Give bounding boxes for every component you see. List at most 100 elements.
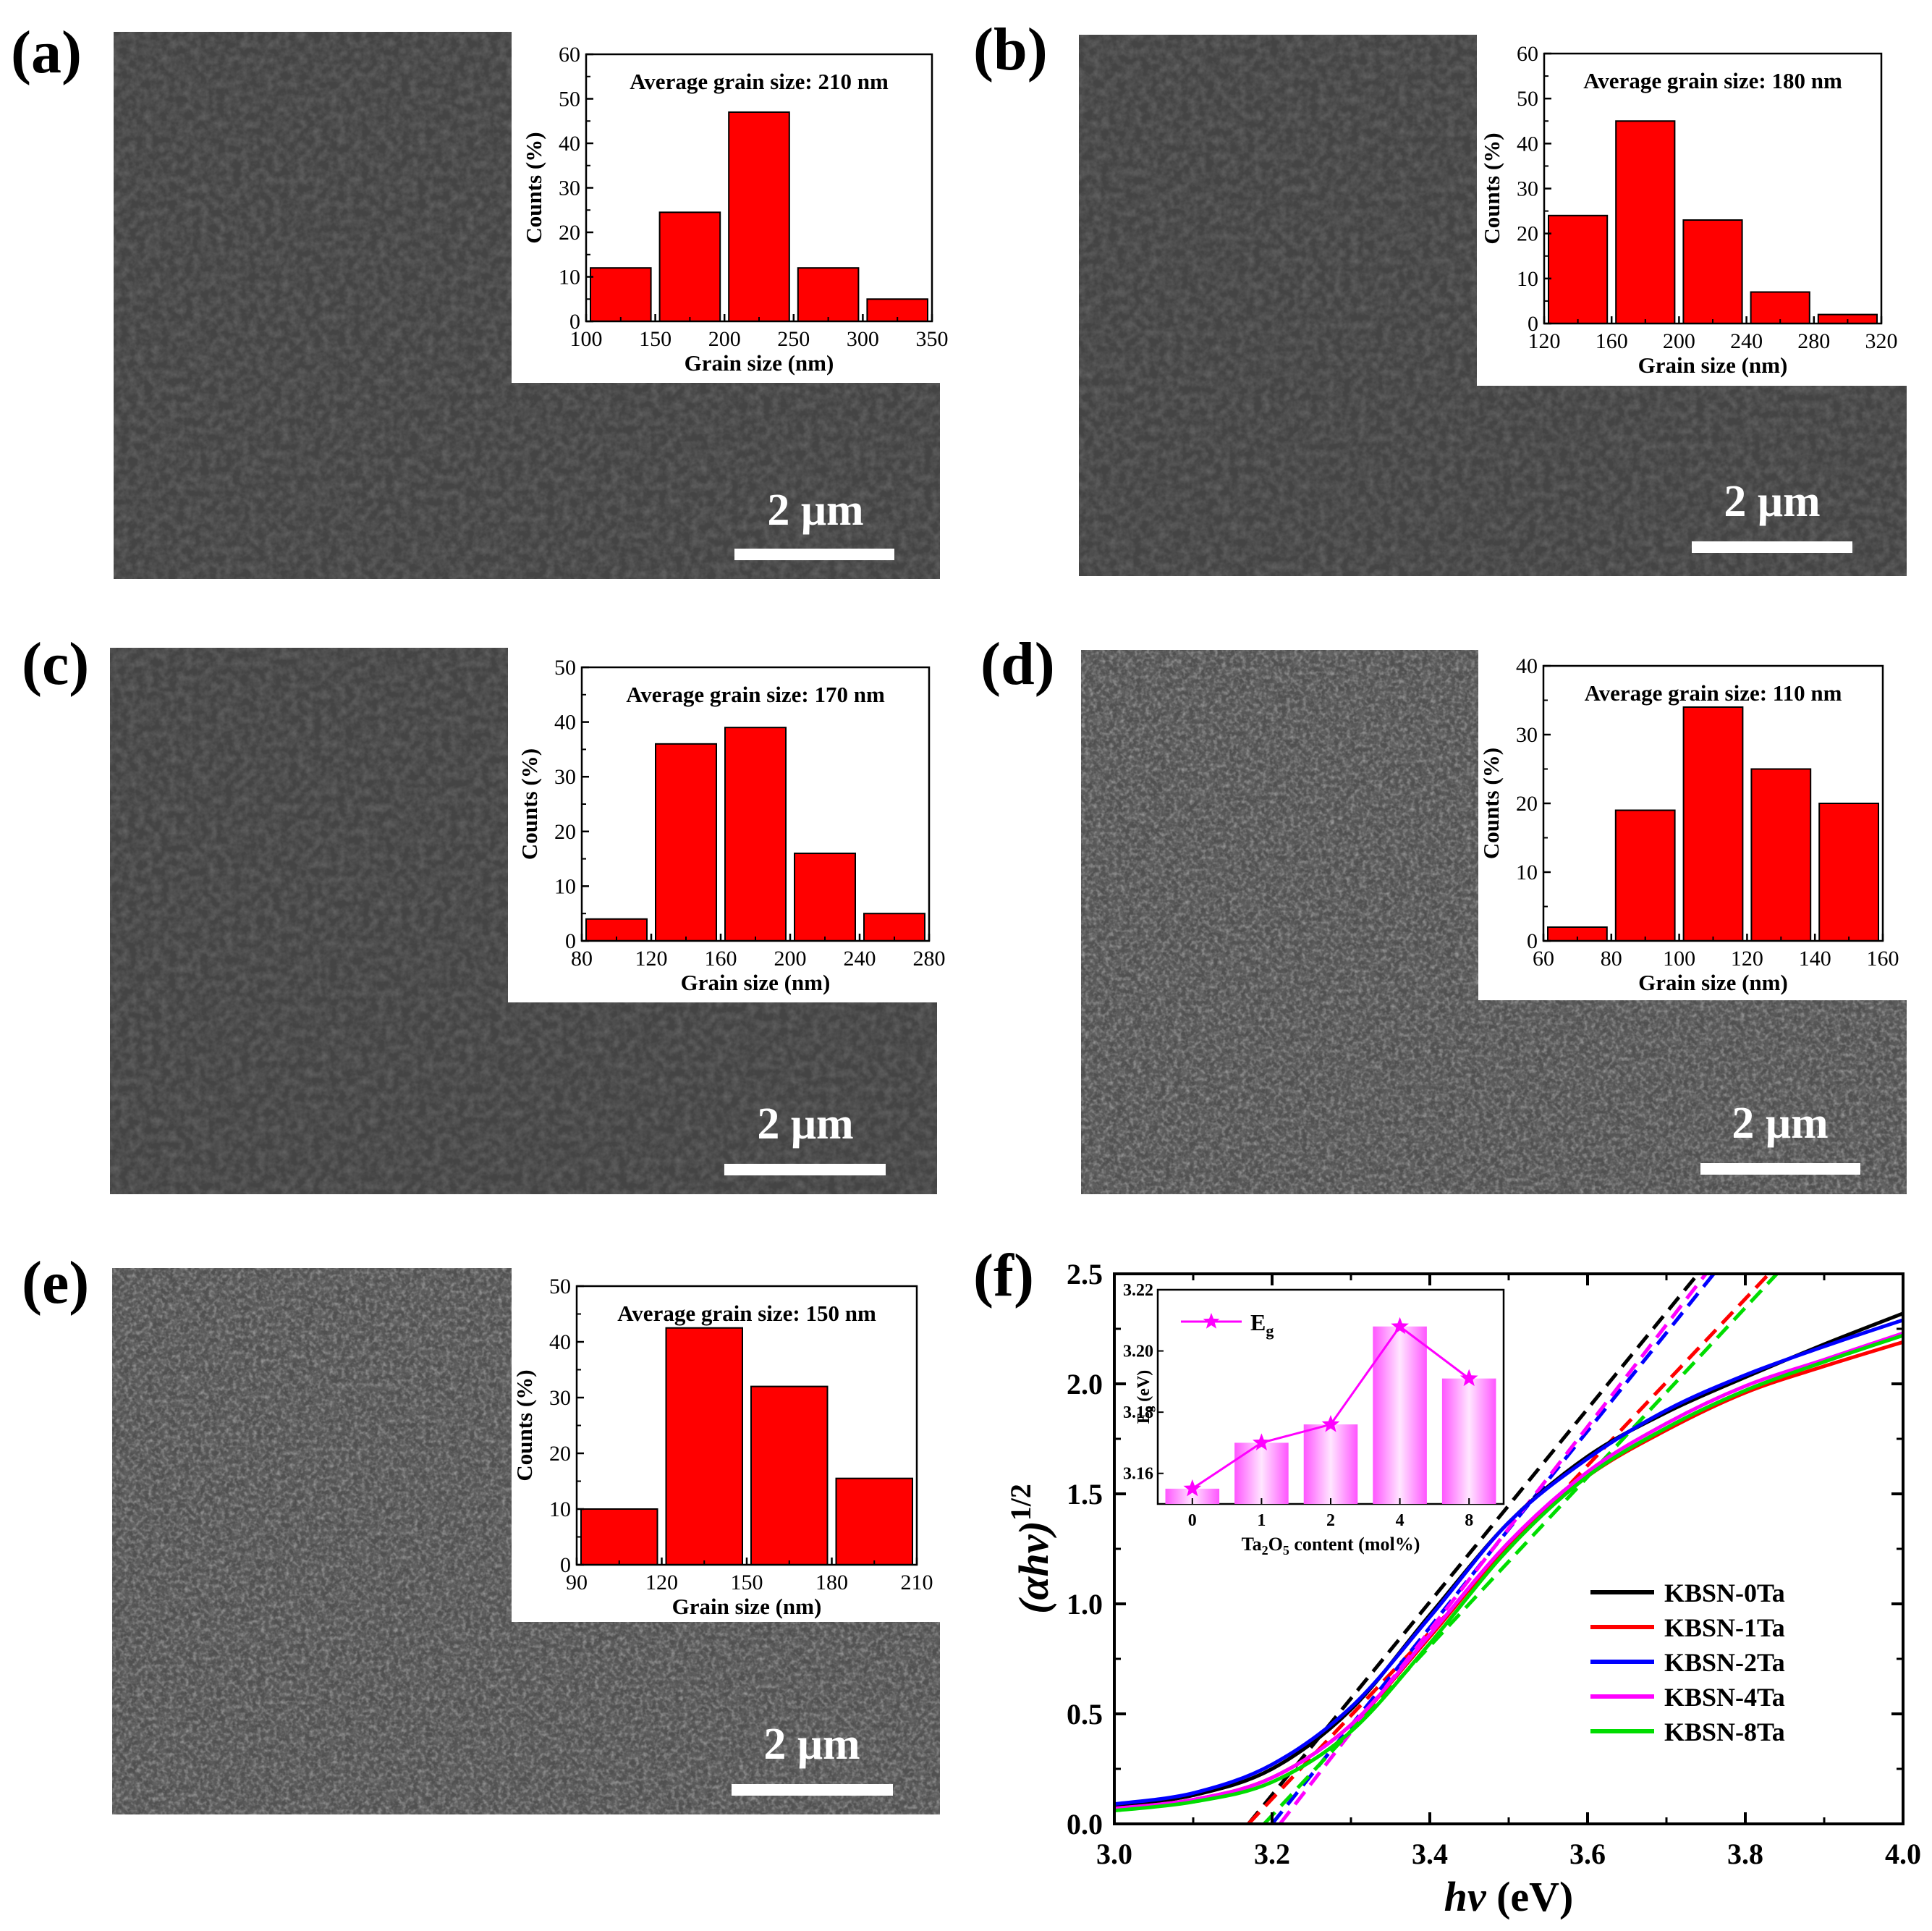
y-tick-label-d: 10 bbox=[1516, 861, 1538, 884]
y-tick-label-d: 40 bbox=[1516, 654, 1538, 678]
histogram-bar-d bbox=[1818, 803, 1879, 942]
scale-bar-label-d: 2 μm bbox=[1732, 1099, 1828, 1148]
x-tick-label-d: 60 bbox=[1533, 947, 1554, 971]
y-tick-label-f: 1.0 bbox=[1067, 1588, 1103, 1621]
inset-y-tick-label: 3.18 bbox=[1123, 1403, 1153, 1422]
y-tick-label-a: 30 bbox=[559, 177, 580, 200]
inset-y-tick-label: 3.22 bbox=[1123, 1281, 1153, 1300]
legend-label-kbsn-8ta: KBSN-8Ta bbox=[1664, 1717, 1785, 1746]
x-tick-label-c: 160 bbox=[705, 947, 737, 971]
x-tick-label-f: 3.0 bbox=[1096, 1838, 1132, 1870]
x-axis-label-b: Grain size (nm) bbox=[1638, 352, 1788, 378]
tangent-line-kbsn-4ta bbox=[1278, 1274, 1708, 1824]
histogram-bar-e bbox=[835, 1477, 913, 1566]
histogram-bar-a bbox=[590, 267, 652, 323]
x-tick-label-b: 280 bbox=[1797, 329, 1830, 353]
absorption-curve-kbsn-2ta bbox=[1114, 1318, 1903, 1807]
histogram-bar-b bbox=[1615, 120, 1676, 324]
x-tick-label-e: 150 bbox=[731, 1571, 763, 1594]
tangent-line-kbsn-0ta bbox=[1247, 1274, 1700, 1824]
y-tick-label-e: 40 bbox=[549, 1330, 571, 1354]
histogram-bar-d bbox=[1750, 768, 1812, 942]
y-tick-label-e: 50 bbox=[549, 1275, 571, 1298]
x-tick-label-a: 350 bbox=[916, 327, 949, 351]
x-tick-label-d: 140 bbox=[1799, 947, 1831, 971]
x-tick-label-c: 80 bbox=[571, 947, 593, 971]
x-axis-label-c: Grain size (nm) bbox=[681, 970, 831, 995]
legend-label-kbsn-1ta: KBSN-1Ta bbox=[1664, 1613, 1785, 1642]
y-tick-label-e: 30 bbox=[549, 1386, 571, 1410]
y-tick-label-b: 20 bbox=[1517, 222, 1538, 246]
x-tick-label-b: 200 bbox=[1663, 329, 1695, 353]
x-tick-label-a: 200 bbox=[708, 327, 741, 351]
panel-label-d: (d) bbox=[980, 630, 1055, 698]
inset-x-tick-label: 1 bbox=[1257, 1511, 1266, 1530]
panel-label-e: (e) bbox=[22, 1249, 89, 1317]
x-tick-label-f: 3.2 bbox=[1254, 1838, 1290, 1870]
scale-bar-label-e: 2 μm bbox=[763, 1720, 860, 1769]
curves-group bbox=[1114, 1274, 1903, 1824]
histogram-bar-c bbox=[724, 727, 787, 942]
histogram-bar-d bbox=[1614, 809, 1676, 942]
average-grain-size-annotation-e: Average grain size: 150 nm bbox=[617, 1301, 876, 1326]
inset-legend-main: E bbox=[1250, 1309, 1266, 1335]
scale-bar-label-a: 2 μm bbox=[767, 486, 863, 535]
y-tick-label-a: 50 bbox=[559, 88, 580, 111]
inset-x-label-sub2: 5 bbox=[1283, 1543, 1289, 1558]
histogram-bar-b bbox=[1750, 291, 1810, 325]
x-tick-label-a: 300 bbox=[847, 327, 879, 351]
panel-label-a: (a) bbox=[11, 19, 82, 86]
histogram-bar-b bbox=[1548, 214, 1609, 324]
inset-y-label-unit: (eV) bbox=[1135, 1370, 1153, 1406]
legend-label-kbsn-4ta: KBSN-4Ta bbox=[1664, 1683, 1785, 1712]
panel-d: 2 μm (d) 60 80 100 120 140 160 0 10 20 30 40 Grain si… bbox=[980, 630, 1907, 1194]
y-tick-label-b: 0 bbox=[1528, 312, 1538, 336]
y-tick-label-a: 40 bbox=[559, 132, 580, 156]
scale-bar-line-c bbox=[724, 1164, 886, 1175]
inset-x-label-pre: Ta bbox=[1242, 1534, 1262, 1555]
histogram-bar-c bbox=[655, 743, 717, 942]
panel-label-b: (b) bbox=[973, 16, 1048, 83]
inset-x-label-sub1: 2 bbox=[1262, 1543, 1268, 1558]
legend-label-kbsn-2ta: KBSN-2Ta bbox=[1664, 1648, 1785, 1677]
x-tick-label-c: 200 bbox=[774, 947, 807, 971]
panel-c: 2 μm (c) 80 120 160 200 240 280 0 10 20 30 40 50 Grain… bbox=[22, 630, 946, 1194]
scale-bar-label-c: 2 μm bbox=[757, 1099, 853, 1149]
absorption-curve-kbsn-8ta bbox=[1114, 1333, 1903, 1813]
inset-eg-marker bbox=[1183, 1479, 1202, 1497]
x-tick-label-d: 80 bbox=[1601, 947, 1622, 971]
scale-bar-line-b bbox=[1692, 541, 1852, 553]
y-tick-label-e: 10 bbox=[549, 1497, 571, 1521]
y-axis-label-sup: 1/2 bbox=[1004, 1484, 1037, 1521]
y-tick-label-f: 0.0 bbox=[1067, 1808, 1103, 1841]
histogram-bar-c bbox=[794, 853, 856, 942]
histogram-bar-a bbox=[728, 111, 790, 322]
inset-bar bbox=[1373, 1326, 1427, 1504]
y-axis-label-c: Counts (%) bbox=[517, 748, 542, 860]
y-tick-label-d: 30 bbox=[1516, 723, 1538, 747]
x-tick-label-d: 100 bbox=[1663, 947, 1695, 971]
scale-bar-label-b: 2 μm bbox=[1724, 477, 1820, 526]
histogram-bar-a bbox=[797, 267, 860, 323]
inset-background-a bbox=[512, 32, 940, 383]
histogram-bar-c bbox=[863, 913, 925, 942]
y-tick-label-b: 30 bbox=[1517, 177, 1538, 201]
inset-background-c bbox=[508, 648, 937, 1002]
histogram-bar-e bbox=[750, 1385, 829, 1565]
inset-legend-sub: g bbox=[1266, 1322, 1274, 1340]
y-tick-label-f: 2.0 bbox=[1067, 1368, 1103, 1400]
average-grain-size-annotation-c: Average grain size: 170 nm bbox=[626, 682, 885, 707]
inset-x-label-mid: O bbox=[1268, 1534, 1283, 1555]
y-tick-label-b: 40 bbox=[1517, 132, 1538, 156]
x-tick-label-f: 4.0 bbox=[1885, 1838, 1921, 1870]
inset-legend-label: Eg bbox=[1250, 1309, 1274, 1340]
y-tick-label-c: 50 bbox=[554, 656, 576, 680]
y-axis-label-a: Counts (%) bbox=[521, 132, 546, 243]
panel-a: 2 μm (a) 100 150 200 250 300 350 0 10 20 30 40 50 60 Gr… bbox=[11, 19, 949, 579]
inset-x-tick-label: 0 bbox=[1188, 1511, 1197, 1530]
scale-bar-line-e bbox=[732, 1784, 893, 1796]
average-grain-size-annotation-d: Average grain size: 110 nm bbox=[1585, 680, 1842, 706]
x-tick-label-d: 160 bbox=[1867, 947, 1899, 971]
x-tick-label-c: 240 bbox=[844, 947, 876, 971]
y-axis-label-f: (αhv)1/2 bbox=[1004, 1484, 1057, 1614]
